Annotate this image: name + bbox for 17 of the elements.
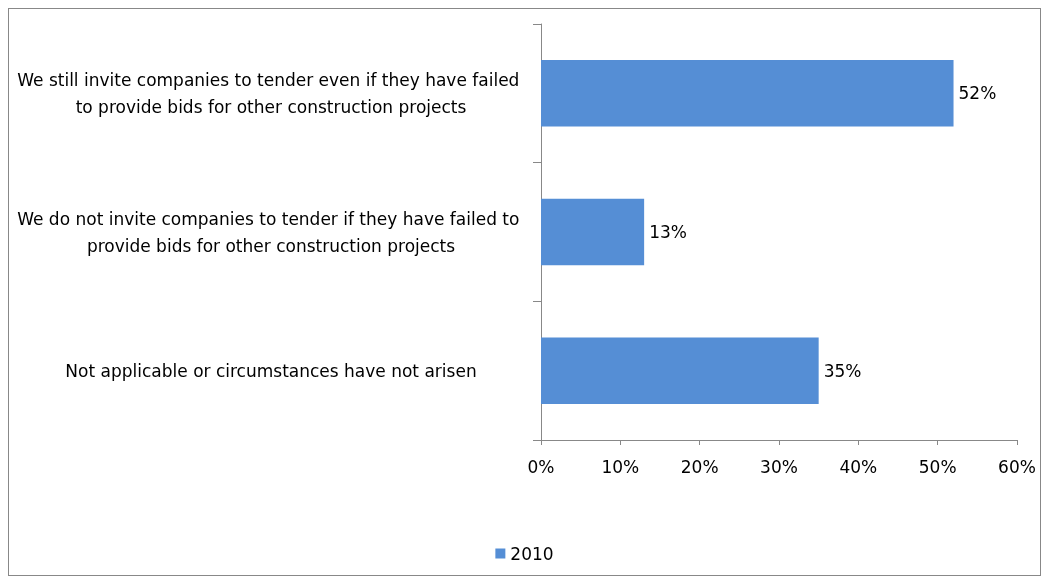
bar	[541, 198, 645, 266]
bar	[541, 337, 819, 404]
x-tick-label: 40%	[839, 456, 878, 477]
bar	[541, 60, 954, 127]
y-tick-label: Not applicable or circumstances have not arisen	[65, 360, 477, 381]
data-label: 52%	[958, 83, 997, 104]
data-label: 35%	[823, 360, 862, 381]
x-tick-label: 30%	[760, 456, 798, 477]
x-tick-label: 50%	[918, 456, 957, 477]
x-tick-label: 0%	[527, 456, 555, 477]
y-tick-label: We do not invite companies to tender if they have failed to provide bids for other construction projects	[17, 208, 525, 256]
y-tick-label: We still invite companies to tender even if they have failed to provide bids for other construction projects	[17, 69, 525, 117]
data-label: 13%	[649, 222, 687, 242]
legend-label: 2010	[510, 543, 554, 564]
x-tick-label: 20%	[680, 456, 719, 477]
x-tick-label: 10%	[601, 456, 640, 477]
x-tick-label: 60%	[998, 456, 1036, 477]
